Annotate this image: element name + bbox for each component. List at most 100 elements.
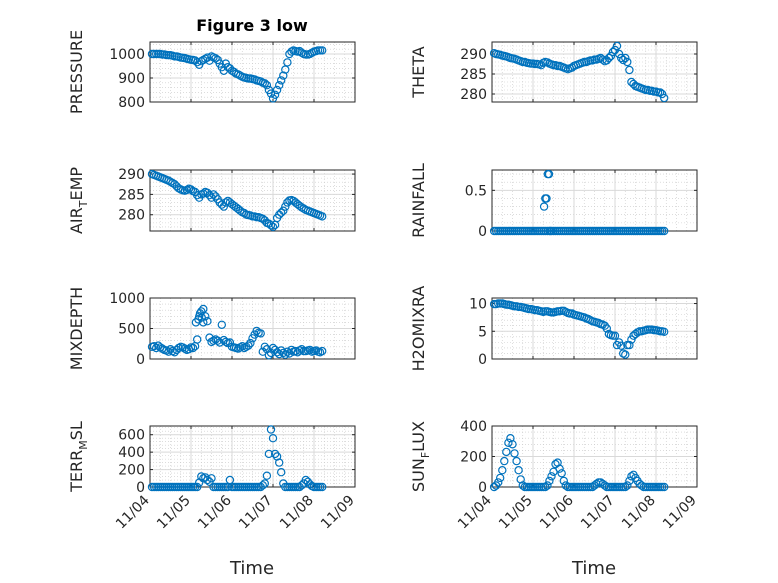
panel-theta: 280 285 290 THETA xyxy=(409,41,698,103)
x-tick-label: 11/05 xyxy=(154,493,194,533)
data-point xyxy=(279,348,288,358)
data-point xyxy=(182,185,192,195)
data-point xyxy=(203,317,212,326)
data-point xyxy=(275,80,284,90)
data-point xyxy=(660,327,669,336)
y-tick-label: 0 xyxy=(478,480,487,496)
data-point xyxy=(295,46,304,56)
data-point xyxy=(238,342,247,351)
data-point xyxy=(209,190,218,199)
data-point xyxy=(264,449,274,459)
data-point xyxy=(617,53,626,63)
data-point xyxy=(305,345,315,355)
data-point xyxy=(604,53,614,63)
data-point xyxy=(252,326,261,336)
data-point xyxy=(561,481,571,490)
data-point xyxy=(268,222,278,232)
data-point xyxy=(205,190,214,200)
x-tick-label: 11/06 xyxy=(537,492,577,532)
data-point xyxy=(221,198,230,207)
y-tick-label: 5 xyxy=(478,324,487,340)
data-point xyxy=(225,338,235,347)
y-tick-label: 900 xyxy=(118,71,145,87)
data-point xyxy=(283,198,292,207)
data-point xyxy=(592,479,601,489)
data-point xyxy=(188,343,198,353)
data-point xyxy=(197,307,206,316)
data-point xyxy=(211,54,220,63)
data-point xyxy=(504,438,513,447)
data-point xyxy=(297,481,306,490)
data-point xyxy=(541,482,550,492)
data-point xyxy=(551,459,560,469)
data-point xyxy=(606,51,616,61)
data-point xyxy=(612,41,622,51)
y-tick-label: 285 xyxy=(118,187,145,203)
y-tick-label: 10 xyxy=(469,297,487,313)
x-tick-label: 11/06 xyxy=(195,492,235,532)
data-point xyxy=(201,473,210,482)
data-point xyxy=(297,345,306,354)
data-point xyxy=(268,434,278,443)
data-point xyxy=(494,478,503,487)
data-point xyxy=(657,89,667,99)
y-tick-label: 280 xyxy=(118,208,145,224)
data-point xyxy=(623,57,632,67)
data-point xyxy=(625,340,634,350)
panel-pressure: 800 900 1000 PRESSURE xyxy=(67,30,356,114)
x-tick-label: 11/07 xyxy=(578,493,618,533)
y-tick-label: 600 xyxy=(118,428,145,444)
data-point xyxy=(256,77,265,86)
data-point xyxy=(545,476,554,486)
data-point xyxy=(217,200,226,209)
data-point xyxy=(614,49,624,59)
data-point xyxy=(295,346,304,355)
data-point xyxy=(610,331,620,340)
data-point xyxy=(318,346,327,356)
data-point xyxy=(264,351,274,360)
data-point xyxy=(275,458,284,467)
x-tick-label: 11/09 xyxy=(318,493,358,533)
data-point xyxy=(544,169,554,179)
y-axis-label: TERRMSL xyxy=(67,421,90,493)
data-point xyxy=(197,313,206,322)
x-tick-label: 11/09 xyxy=(660,493,700,533)
y-tick-label: 290 xyxy=(118,167,145,183)
y-tick-label: 800 xyxy=(118,95,145,111)
data-point xyxy=(260,479,269,488)
data-point xyxy=(199,318,208,327)
y-axis-label: H2OMIXRA xyxy=(409,286,428,372)
data-point xyxy=(272,348,282,357)
data-point xyxy=(621,53,630,63)
data-point xyxy=(660,226,669,236)
data-point xyxy=(617,341,626,350)
data-point xyxy=(621,482,630,492)
data-point xyxy=(151,343,161,353)
data-point xyxy=(598,55,607,64)
y-tick-label: 1000 xyxy=(109,47,145,63)
data-point xyxy=(514,466,523,475)
data-point xyxy=(277,208,286,217)
data-point xyxy=(542,194,551,203)
x-tick-label: 11/04 xyxy=(455,492,495,532)
data-point xyxy=(195,309,205,318)
y-tick-label: 280 xyxy=(460,87,487,103)
data-point xyxy=(166,177,175,186)
panel-rainfall: 0 0.5 RAINFALL xyxy=(409,163,698,240)
data-point xyxy=(262,80,272,90)
data-point xyxy=(260,342,269,351)
y-axis-label: PRESSURE xyxy=(67,30,86,114)
data-point xyxy=(557,469,566,478)
data-point xyxy=(287,47,296,56)
data-point xyxy=(295,201,304,210)
data-point xyxy=(602,324,612,333)
data-point xyxy=(233,344,243,353)
data-point xyxy=(660,93,669,103)
y-tick-label: 500 xyxy=(118,322,145,338)
data-point xyxy=(627,472,636,481)
data-point xyxy=(207,474,216,483)
x-tick-label: 11/04 xyxy=(113,492,153,532)
data-point xyxy=(510,449,519,458)
